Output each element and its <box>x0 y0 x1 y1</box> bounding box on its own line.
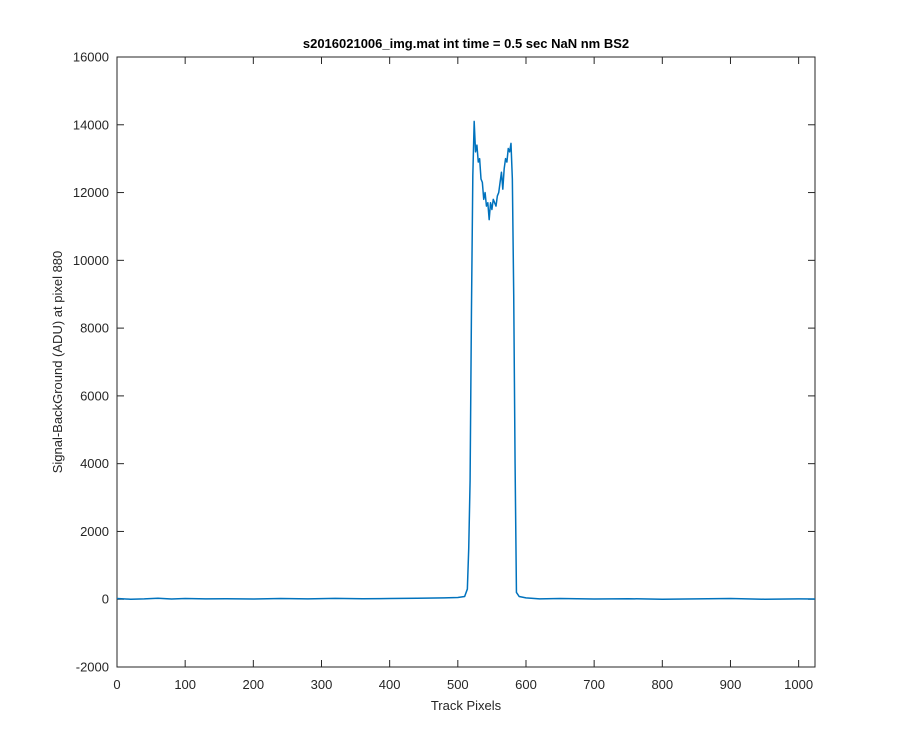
x-tick-label: 600 <box>515 677 537 692</box>
y-tick-label: 8000 <box>80 321 109 336</box>
x-tick-label: 500 <box>447 677 469 692</box>
y-tick-label: 4000 <box>80 456 109 471</box>
axis-ticks <box>116 56 815 668</box>
series-group <box>116 120 816 600</box>
x-axis-label: Track Pixels <box>431 698 502 713</box>
y-tick-label: -2000 <box>76 660 109 675</box>
y-tick-label: 2000 <box>80 524 109 539</box>
y-tick-label: 12000 <box>73 185 109 200</box>
x-tick-label: 800 <box>651 677 673 692</box>
series-line-0 <box>116 120 816 600</box>
y-tick-label: 14000 <box>73 117 109 132</box>
y-axis-label: Signal-BackGround (ADU) at pixel 880 <box>50 251 65 474</box>
x-tick-label: 400 <box>379 677 401 692</box>
x-tick-label: 700 <box>583 677 605 692</box>
x-tick-label: 100 <box>174 677 196 692</box>
x-tick-label: 200 <box>242 677 264 692</box>
x-tick-label: 0 <box>113 677 120 692</box>
x-tick-label: 300 <box>311 677 333 692</box>
axis-tick-labels: 0 100 200 300 400 500 600 700 800 900 1000 -2000 0 20… <box>73 50 813 693</box>
y-tick-label: 16000 <box>73 50 109 65</box>
chart-title: s2016021006_img.mat int time = 0.5 sec N… <box>303 36 629 51</box>
x-tick-label: 900 <box>720 677 742 692</box>
y-tick-label: 10000 <box>73 253 109 268</box>
y-tick-label: 6000 <box>80 388 109 403</box>
y-tick-label: 0 <box>102 592 109 607</box>
plot-area <box>116 56 816 668</box>
x-tick-label: 1000 <box>784 677 813 692</box>
